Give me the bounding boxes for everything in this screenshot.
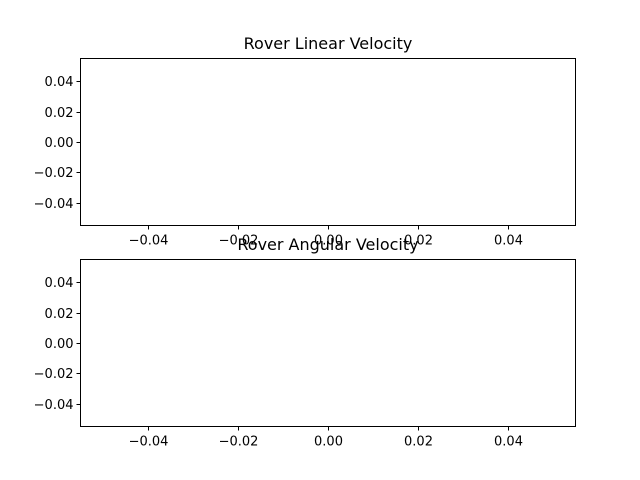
- angular-velocity-x-tick-label: 0.04: [494, 435, 523, 450]
- angular-velocity-x-tick-label: 0.00: [314, 435, 343, 450]
- angular-velocity-x-tick-label: 0.02: [404, 435, 433, 450]
- linear-velocity-title: Rover Linear Velocity: [244, 34, 413, 53]
- angular-velocity-y-ticks: 0.04 0.02 0.00 −0.02 −0.04: [34, 276, 81, 413]
- angular-velocity-y-tick-label: −0.02: [34, 367, 74, 382]
- linear-velocity-x-tick-label: 0.04: [494, 234, 523, 249]
- angular-velocity-x-ticks: −0.04 −0.02 0.00 0.02 0.04: [129, 426, 523, 450]
- linear-velocity-y-tick-label: −0.02: [34, 166, 74, 181]
- angular-velocity-y-tick-label: 0.00: [45, 337, 74, 352]
- angular-velocity-x-tick-label: −0.02: [219, 435, 259, 450]
- angular-velocity-axes: [80, 259, 576, 427]
- linear-velocity-x-tick-label: 0.02: [404, 234, 433, 249]
- linear-velocity-x-ticks: −0.04 −0.02 0.00 0.02 0.04: [129, 225, 523, 249]
- linear-velocity-y-tick-label: 0.02: [45, 106, 74, 121]
- linear-velocity-y-tick-label: 0.00: [45, 136, 74, 151]
- linear-velocity-axes: [80, 58, 576, 226]
- linear-velocity-y-tick-label: −0.04: [34, 197, 74, 212]
- linear-velocity-x-tick-label: 0.00: [314, 234, 343, 249]
- linear-velocity-chart: Rover Linear Velocity 0.040.020.00−0.02−…: [34, 34, 576, 249]
- linear-velocity-x-tick-label: −0.02: [219, 234, 259, 249]
- angular-velocity-y-tick-label: −0.04: [34, 398, 74, 413]
- linear-velocity-y-tick-label: 0.04: [45, 75, 74, 90]
- angular-velocity-y-tick-label: 0.02: [45, 307, 74, 322]
- angular-velocity-x-tick-label: −0.04: [129, 435, 169, 450]
- linear-velocity-x-tick-label: −0.04: [129, 234, 169, 249]
- angular-velocity-chart: Rover Angular Velocity 0.04 0.02 0.00 −0.02…: [34, 235, 576, 450]
- angular-velocity-title: Rover Angular Velocity: [237, 235, 418, 254]
- linear-velocity-y-ticks: 0.04 0.02 0.00 −0.02 −0.04: [34, 75, 81, 212]
- angular-velocity-y-tick-label: 0.04: [45, 276, 74, 291]
